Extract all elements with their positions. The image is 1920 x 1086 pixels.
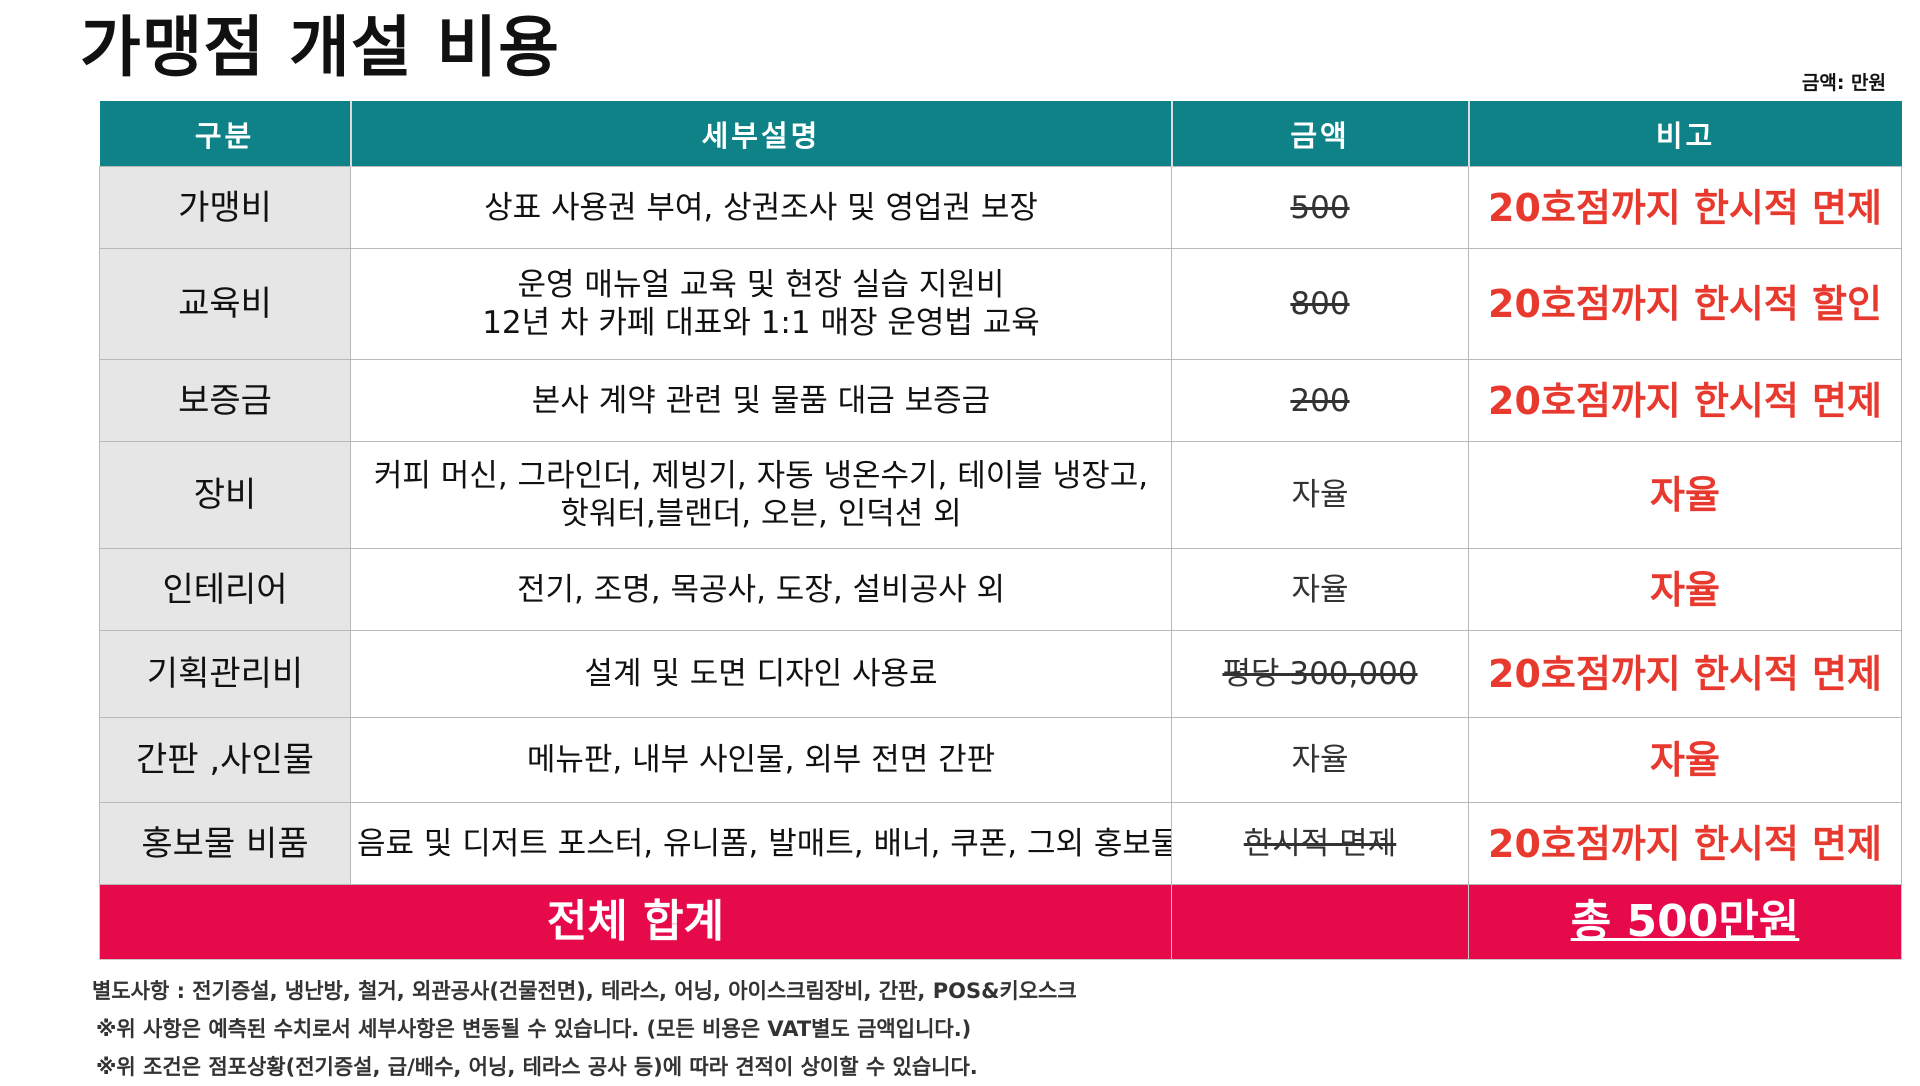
table-row: 간판 ,사인물 메뉴판, 내부 사인물, 외부 전면 간판 자율 자율 [99,717,1902,803]
header-note: 비고 [1468,101,1902,167]
row-amount-value: 200 [1290,382,1350,419]
row-amount: 한시적 면제 [1171,802,1469,885]
row-note: 자율 [1468,717,1902,803]
total-value: 총 500만원 [1570,896,1800,947]
row-description-line: 설계 및 도면 디자인 사용료 [584,656,938,692]
table-row: 보증금 본사 계약 관련 및 물품 대금 보증금 200 20호점까지 한시적 … [99,359,1902,442]
row-note: 20호점까지 한시적 면제 [1468,359,1902,442]
row-description-line: 운영 매뉴얼 교육 및 현장 실습 지원비 [517,267,1005,303]
header-amount: 금액 [1171,101,1470,167]
row-description: 운영 매뉴얼 교육 및 현장 실습 지원비 12년 차 카페 대표와 1:1 매장… [350,248,1172,360]
row-note: 자율 [1468,441,1902,549]
row-description-line: 전기, 조명, 목공사, 도장, 설비공사 외 [517,571,1005,608]
table-row: 기획관리비 설계 및 도면 디자인 사용료 평당 300,000 20호점까지 … [99,630,1902,718]
row-note: 20호점까지 한시적 면제 [1468,802,1902,885]
footnote-conditions: ※위 조건은 점포상황(전기증설, 급/배수, 어닝, 테라스 공사 등)에 따… [96,1055,978,1079]
row-amount-value: 자율 [1291,477,1349,513]
row-description: 커피 머신, 그라인더, 제빙기, 자동 냉온수기, 테이블 냉장고, 핫워터,블… [350,441,1172,549]
total-row: 전체 합계 총 500만원 [99,884,1902,960]
total-value-cell: 총 500만원 [1468,884,1902,960]
row-category: 간판 ,사인물 [99,717,351,803]
row-amount: 800 [1171,248,1469,360]
fee-table: 구분 세부설명 금액 비고 가맹비 상표 사용권 부여, 상권조사 및 영업권 … [99,101,1902,960]
table-row: 홍보물 비품 음료 및 디저트 포스터, 유니폼, 발매트, 배너, 쿠폰, 그… [99,802,1902,885]
table-row: 인테리어 전기, 조명, 목공사, 도장, 설비공사 외 자율 자율 [99,548,1902,631]
row-description: 설계 및 도면 디자인 사용료 [350,630,1172,718]
row-amount-value: 500 [1290,189,1350,226]
row-category: 보증금 [99,359,351,442]
row-amount: 자율 [1171,441,1469,549]
row-category: 홍보물 비품 [99,802,351,885]
footnote-extra-items: 별도사항 : 전기증설, 냉난방, 철거, 외관공사(건물전면), 테라스, 어… [92,979,1077,1003]
row-description-line: 본사 계약 관련 및 물품 대금 보증금 [531,382,991,419]
row-category: 기획관리비 [99,630,351,718]
row-note: 20호점까지 한시적 면제 [1468,166,1902,249]
unit-note: 금액: 만원 [1801,72,1886,94]
row-amount: 평당 300,000 [1171,630,1469,718]
row-amount: 200 [1171,359,1469,442]
row-description-line: 커피 머신, 그라인더, 제빙기, 자동 냉온수기, 테이블 냉장고, [373,458,1149,494]
row-amount-value: 자율 [1291,571,1349,608]
footnote-vat-notice: ※위 사항은 예측된 수치로서 세부사항은 변동될 수 있습니다. (모든 비용… [96,1017,972,1041]
row-amount-value: 800 [1290,286,1350,322]
row-category: 교육비 [99,248,351,360]
row-amount: 500 [1171,166,1469,249]
page-title: 가맹점 개설 비용 [80,9,560,86]
table-header-row: 구분 세부설명 금액 비고 [99,101,1902,167]
row-description-line: 음료 및 디저트 포스터, 유니폼, 발매트, 배너, 쿠폰, 그외 홍보물 [357,825,1172,862]
row-description-line: 메뉴판, 내부 사인물, 외부 전면 간판 [526,742,996,778]
row-description-line: 상표 사용권 부여, 상권조사 및 영업권 보장 [484,189,1038,226]
total-label: 전체 합계 [99,884,1172,960]
row-description: 전기, 조명, 목공사, 도장, 설비공사 외 [350,548,1172,631]
row-note: 20호점까지 한시적 할인 [1468,248,1902,360]
total-empty-cell [1171,884,1469,960]
row-description-line: 12년 차 카페 대표와 1:1 매장 운영법 교육 [482,305,1040,341]
row-amount: 자율 [1171,548,1469,631]
row-amount-value: 자율 [1291,742,1349,778]
footnotes: 별도사항 : 전기증설, 냉난방, 철거, 외관공사(건물전면), 테라스, 어… [92,972,1077,1086]
row-description: 상표 사용권 부여, 상권조사 및 영업권 보장 [350,166,1172,249]
row-category: 장비 [99,441,351,549]
row-description: 메뉴판, 내부 사인물, 외부 전면 간판 [350,717,1172,803]
row-amount-value: 한시적 면제 [1243,825,1397,862]
row-amount-value: 평당 300,000 [1222,656,1418,692]
row-category: 인테리어 [99,548,351,631]
row-amount: 자율 [1171,717,1469,803]
row-category: 가맹비 [99,166,351,249]
table-row: 가맹비 상표 사용권 부여, 상권조사 및 영업권 보장 500 20호점까지 … [99,166,1902,249]
header-category: 구분 [99,101,352,167]
row-note: 20호점까지 한시적 면제 [1468,630,1902,718]
row-description: 본사 계약 관련 및 물품 대금 보증금 [350,359,1172,442]
row-note: 자율 [1468,548,1902,631]
table-row: 장비 커피 머신, 그라인더, 제빙기, 자동 냉온수기, 테이블 냉장고, 핫워… [99,441,1902,549]
row-description-line: 핫워터,블랜더, 오븐, 인덕션 외 [560,496,962,532]
header-description: 세부설명 [350,101,1173,167]
table-row: 교육비 운영 매뉴얼 교육 및 현장 실습 지원비 12년 차 카페 대표와 1:… [99,248,1902,360]
row-description: 음료 및 디저트 포스터, 유니폼, 발매트, 배너, 쿠폰, 그외 홍보물 [350,802,1172,885]
